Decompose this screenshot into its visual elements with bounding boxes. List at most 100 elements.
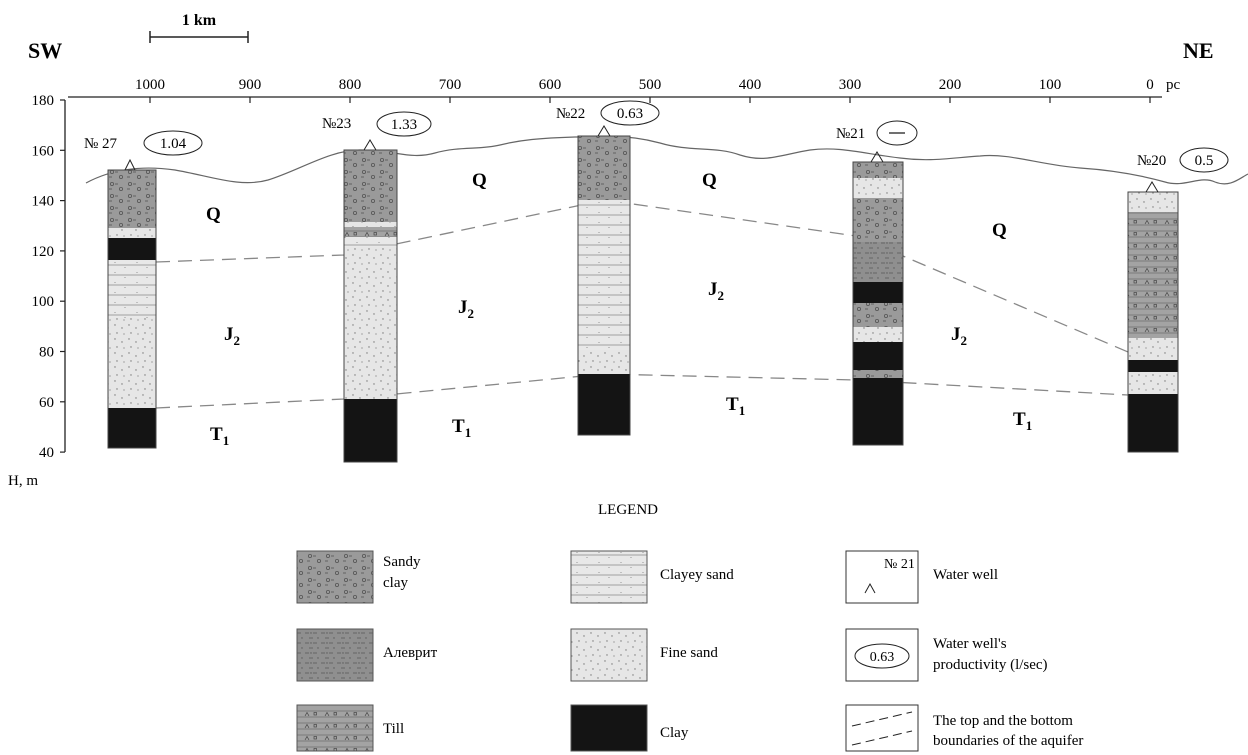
layer-label-t1: T1 — [210, 424, 229, 448]
well-productivity-value: 0.5 — [1195, 153, 1214, 169]
water-well-marker-icon — [1145, 181, 1159, 193]
legend-swatch — [296, 550, 374, 604]
top-axis-tick-label: 1000 — [135, 77, 165, 93]
layer-sandy-clay — [578, 136, 630, 200]
top-axis-tick-label: 900 — [239, 77, 262, 93]
legend-label: Water well — [933, 567, 998, 583]
layer-label-q: Q — [472, 170, 487, 191]
legend-label: The top and the bottom — [933, 713, 1073, 729]
legend-label: Sandy — [383, 554, 421, 570]
layer-till — [1128, 212, 1178, 338]
layer-fine-sand — [578, 350, 630, 374]
ne-direction-label: NE — [1183, 38, 1214, 63]
legend-title: LEGEND — [598, 502, 658, 518]
layer-clay — [853, 342, 903, 370]
dashed-boundary-icon — [851, 730, 913, 746]
layer-clay — [108, 408, 156, 448]
elevation-axis-tick-label: 40 — [39, 445, 54, 461]
well-productivity-value: 1.33 — [391, 117, 417, 133]
layer-label-q: Q — [206, 204, 221, 225]
well-id-label: № 27 — [84, 136, 118, 152]
layer-clay — [344, 399, 397, 462]
layer-sandy-clay — [853, 162, 903, 178]
legend-swatch — [845, 704, 919, 752]
layer-sandy-clay — [853, 370, 903, 378]
layer-fine-sand — [1128, 372, 1178, 394]
legend-item-boundaries: The top and the bottom boundaries of the… — [845, 704, 1083, 752]
layer-label-j2: J2 — [458, 297, 474, 321]
legend-swatch — [296, 628, 374, 682]
well-column-20: №20 0.5 — [1127, 147, 1229, 453]
layer-clayey-sand — [344, 237, 397, 247]
layer-fine-sand — [344, 222, 397, 227]
layer-label-t1: T1 — [726, 394, 745, 418]
legend-swatch — [845, 550, 919, 604]
well-column-21: №21 — [836, 120, 918, 446]
legend-swatch — [570, 550, 648, 604]
layer-fine-sand — [108, 318, 156, 408]
layer-fine-sand — [853, 178, 903, 198]
elevation-axis-tick-label: 140 — [32, 194, 55, 210]
distance-unit-label: pc — [1166, 77, 1181, 93]
top-axis-tick-label: 500 — [639, 77, 662, 93]
water-well-marker-icon — [597, 125, 611, 137]
top-axis-tick-label: 400 — [739, 77, 762, 93]
well-productivity-value: 0.63 — [617, 106, 643, 122]
scale-bar-label: 1 km — [182, 12, 217, 29]
elevation-axis-tick-label: 60 — [39, 395, 54, 411]
layer-clay — [1128, 360, 1178, 372]
legend-item-clay: Clay — [570, 704, 689, 752]
layer-label-q: Q — [702, 170, 717, 191]
legend-label: productivity (l/sec) — [933, 657, 1048, 673]
layer-alevrit — [853, 242, 903, 282]
layer-fine-sand — [108, 228, 156, 238]
legend-item-sandy-clay: Sandy clay — [296, 550, 421, 604]
well-id-label: №22 — [556, 106, 585, 122]
water-well-marker-icon — [124, 158, 136, 171]
legend-swatch — [570, 704, 648, 752]
aquifer-bottom-boundary — [155, 373, 1129, 409]
legend-label: Clay — [660, 725, 689, 741]
top-axis-tick-label: 700 — [439, 77, 462, 93]
legend-label: Till — [383, 721, 404, 737]
top-axis-tick-label: 0 — [1146, 77, 1154, 93]
legend-sample-text: № 21 — [884, 557, 915, 572]
scale-bar: 1 km — [149, 12, 249, 43]
productivity-ellipse — [854, 643, 910, 669]
productivity-ellipse — [1179, 147, 1229, 173]
top-distance-axis: 1000 900 800 700 600 500 400 300 200 100 0 — [68, 77, 1162, 103]
layer-clayey-sand — [108, 260, 156, 318]
well-column-27: № 27 1.04 — [84, 130, 203, 449]
productivity-ellipse — [600, 100, 660, 126]
elevation-axis-label: H, m — [8, 473, 38, 489]
legend-label: boundaries of the aquifer — [933, 733, 1083, 749]
layer-clay — [853, 378, 903, 445]
layer-label-t1: T1 — [1013, 409, 1032, 433]
legend-swatch — [570, 628, 648, 682]
productivity-ellipse — [143, 130, 203, 156]
layer-clay — [853, 282, 903, 303]
top-axis-tick-label: 800 — [339, 77, 362, 93]
legend-item-productivity: 0.63 Water well's productivity (l/sec) — [845, 628, 1048, 682]
layer-label-j2: J2 — [708, 279, 724, 303]
layer-sandy-clay — [108, 170, 156, 228]
water-well-marker-icon — [363, 139, 377, 151]
legend-label: clay — [383, 575, 408, 591]
aquifer-top-boundary — [155, 199, 1129, 353]
well-column-22: №22 0.63 — [556, 100, 660, 436]
layer-label-t1: T1 — [452, 416, 471, 440]
layer-label-q: Q — [992, 220, 1007, 241]
ground-surface-line — [85, 135, 1248, 185]
productivity-ellipse — [376, 111, 432, 137]
legend-item-clayey-sand: Clayey sand — [570, 550, 734, 604]
well-column-23: №23 1.33 — [322, 111, 432, 463]
layer-fine-sand — [1128, 338, 1178, 360]
top-axis-tick-label: 100 — [1039, 77, 1062, 93]
legend-item-till: Till — [296, 704, 404, 752]
layer-label-j2: J2 — [224, 324, 240, 348]
top-axis-tick-label: 300 — [839, 77, 862, 93]
legend-label: Алеврит — [383, 645, 438, 661]
elevation-axis-tick-label: 100 — [32, 294, 55, 310]
dashed-boundary-icon — [851, 711, 913, 727]
